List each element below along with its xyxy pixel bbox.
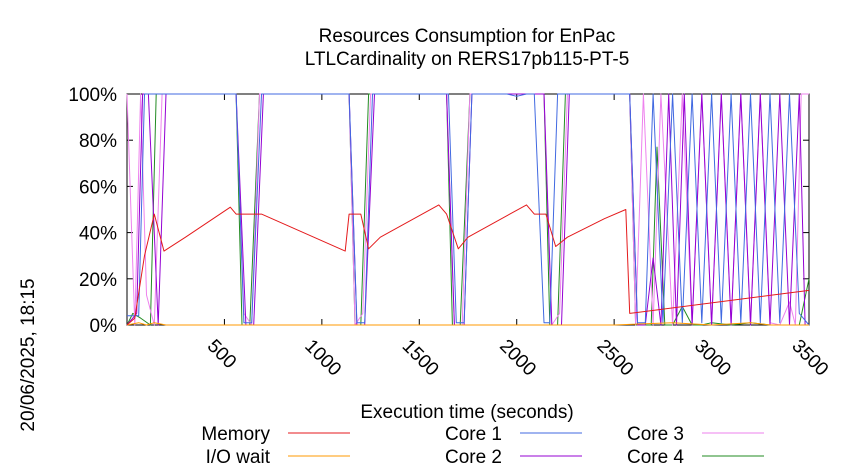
y-axis: 0% 20% 40% 60% 80% 100% [68, 85, 809, 337]
series-line-memory [126, 204, 810, 326]
y-tick-label: 40% [79, 224, 117, 245]
legend-label: I/O wait [206, 447, 271, 468]
y-tick-label: 20% [79, 270, 117, 291]
legend-label: Core 2 [445, 447, 502, 468]
legend-label: Core 4 [627, 447, 684, 468]
x-tick-label: 2500 [593, 336, 638, 381]
y-tick-label: 100% [68, 85, 117, 106]
y-tick-label: 80% [79, 131, 117, 152]
legend-label: Core 3 [627, 424, 684, 445]
x-axis-label: Execution time (seconds) [360, 402, 573, 423]
timestamp-label: 20/06/2025, 18:15 [18, 278, 39, 431]
chart-title-line2: LTLCardinality on RERS17pb115-PT-5 [305, 49, 630, 70]
x-axis: 500 1000 1500 2000 2500 3000 3500 [203, 94, 832, 380]
x-tick-label: 1000 [300, 336, 345, 381]
chart-title-line1: Resources Consumption for EnPac [319, 26, 616, 47]
series-lines [126, 93, 810, 326]
series-line-i-o-wait [126, 322, 809, 326]
y-tick-label: 60% [79, 177, 117, 198]
x-tick-label: 2000 [495, 336, 540, 381]
x-tick-label: 1500 [398, 336, 443, 381]
x-tick-label: 500 [203, 336, 240, 373]
y-tick-label: 0% [90, 316, 118, 337]
legend-label: Memory [201, 424, 270, 445]
series-line-core-1 [127, 93, 810, 326]
x-tick-label: 3000 [690, 336, 735, 381]
legend-label: Core 1 [445, 424, 502, 445]
x-tick-label: 3500 [787, 336, 832, 381]
